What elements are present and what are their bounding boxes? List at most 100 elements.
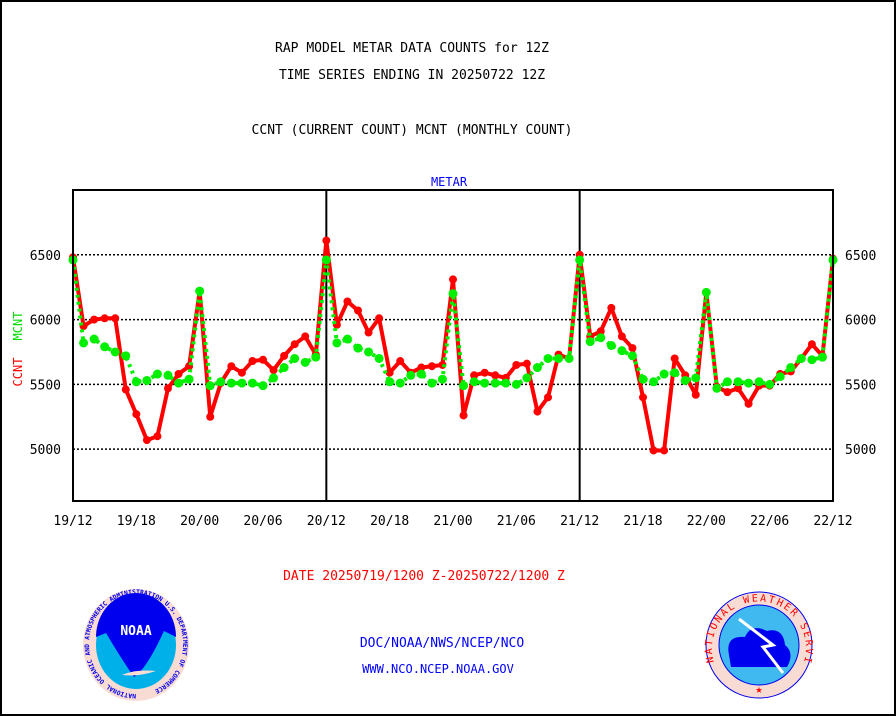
point-ccnt-24 (322, 236, 331, 245)
point-ccnt-56 (660, 446, 669, 455)
y-tick-left-5500: 5500 (30, 378, 61, 393)
point-ccnt-40 (491, 371, 500, 380)
nws-ring-text-wrap: NATIONAL WEATHER SERVICE (2, 2, 814, 666)
x-tick-19-12: 19/12 (53, 514, 92, 529)
point-ccnt-22 (301, 332, 310, 341)
point-mcnt-17 (247, 378, 257, 388)
point-mcnt-8 (152, 369, 162, 379)
point-mcnt-39 (480, 378, 490, 388)
point-ccnt-57 (670, 354, 679, 363)
point-ccnt-18 (259, 355, 267, 364)
point-mcnt-12 (195, 286, 205, 296)
point-mcnt-33 (416, 369, 426, 379)
svg-text:★: ★ (755, 682, 762, 696)
tick-labels: 5000 5000 5500 5500 6000 6000 6500 6500 19/12 19/… (30, 249, 877, 529)
point-ccnt-19 (269, 366, 278, 375)
y-tick-right-6000: 6000 (845, 314, 876, 329)
point-mcnt-7 (142, 375, 152, 385)
point-mcnt-29 (374, 353, 384, 363)
point-ccnt-44 (533, 407, 542, 416)
point-mcnt-42 (511, 379, 521, 389)
x-axis-label: DATE 20250719/1200 Z-20250722/1200 Z (283, 569, 565, 584)
x-tick-22-12: 22/12 (813, 514, 852, 529)
point-ccnt-50 (596, 327, 605, 336)
point-ccnt-15 (227, 362, 236, 371)
x-tick-21-06: 21/06 (497, 514, 536, 529)
point-mcnt-49 (585, 337, 595, 347)
nws-ring-text: NATIONAL WEATHER SERVICE (2, 2, 812, 666)
point-ccnt-3 (100, 314, 109, 323)
point-ccnt-16 (237, 368, 246, 377)
point-ccnt-29 (375, 314, 384, 323)
point-mcnt-54 (638, 374, 648, 384)
footer-website[interactable]: WWW.NCO.NCEP.NOAA.GOV (362, 662, 514, 676)
point-mcnt-10 (174, 378, 184, 388)
y-tick-left-5000: 5000 (30, 443, 61, 458)
x-tick-20-12: 20/12 (307, 514, 346, 529)
point-mcnt-43 (522, 373, 532, 383)
y-tick-right-5000: 5000 (845, 443, 876, 458)
series-line-ccnt (71, 238, 835, 453)
point-mcnt-3 (100, 342, 110, 352)
chart-title-line-1: RAP MODEL METAR DATA COUNTS for 12Z (275, 41, 549, 56)
x-tick-20-06: 20/06 (243, 514, 282, 529)
point-ccnt-34 (427, 362, 436, 371)
point-mcnt-45 (543, 353, 553, 363)
point-mcnt-57 (670, 368, 680, 378)
point-ccnt-8 (153, 432, 162, 441)
point-ccnt-4 (111, 314, 120, 323)
point-mcnt-31 (395, 378, 405, 388)
point-mcnt-61 (712, 383, 722, 393)
point-ccnt-62 (723, 388, 732, 397)
point-ccnt-13 (206, 412, 215, 421)
point-mcnt-23 (311, 352, 321, 362)
y-tick-right-5500: 5500 (845, 378, 876, 393)
point-ccnt-37 (459, 411, 468, 420)
point-ccnt-21 (290, 340, 299, 349)
point-ccnt-2 (90, 315, 99, 324)
point-ccnt-63 (734, 384, 742, 393)
point-ccnt-42 (512, 360, 521, 369)
point-mcnt-11 (184, 374, 194, 384)
point-mcnt-63 (733, 377, 743, 387)
point-ccnt-27 (354, 306, 362, 315)
point-ccnt-54 (639, 393, 647, 402)
point-ccnt-30 (385, 368, 394, 377)
point-ccnt-43 (522, 359, 531, 368)
point-mcnt-20 (279, 363, 289, 373)
point-mcnt-51 (606, 341, 616, 350)
noaa-logo: NOAA NATIONAL OCEANIC AND ATMOSPHERIC AD… (83, 589, 189, 701)
point-ccnt-45 (544, 393, 552, 402)
point-mcnt-28 (364, 347, 374, 357)
point-mcnt-56 (659, 369, 669, 379)
point-mcnt-16 (237, 378, 247, 388)
chart-title-line-3: CCNT (CURRENT COUNT) MCNT (MONTHLY COUNT… (252, 123, 573, 138)
point-mcnt-44 (532, 363, 542, 373)
plot-border (72, 189, 834, 502)
x-tick-21-00: 21/00 (433, 514, 472, 529)
point-ccnt-10 (174, 370, 183, 379)
point-mcnt-69 (796, 353, 806, 363)
point-mcnt-55 (649, 377, 659, 387)
point-ccnt-59 (691, 390, 700, 399)
y-label-ccnt: CCNT (11, 358, 25, 387)
noaa-logo-text: NOAA (120, 624, 151, 639)
point-mcnt-60 (701, 287, 711, 297)
point-mcnt-50 (596, 333, 606, 343)
x-tick-20-18: 20/18 (370, 514, 409, 529)
series-layer (68, 236, 838, 455)
x-tick-19-18: 19/18 (117, 514, 156, 529)
footer-org-path: DOC/NOAA/NWS/NCEP/NCO (360, 636, 525, 651)
point-mcnt-46 (554, 353, 564, 363)
point-mcnt-36 (448, 289, 458, 299)
point-mcnt-52 (617, 346, 627, 356)
point-mcnt-37 (459, 381, 469, 391)
point-ccnt-6 (132, 410, 141, 419)
point-mcnt-4 (110, 347, 120, 357)
point-mcnt-5 (121, 351, 131, 361)
point-mcnt-64 (744, 378, 754, 388)
point-mcnt-13 (205, 381, 215, 391)
point-mcnt-30 (385, 377, 395, 387)
